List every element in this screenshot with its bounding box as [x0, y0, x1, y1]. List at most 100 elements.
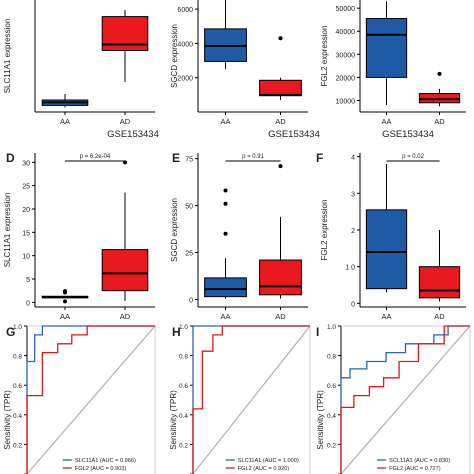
box-aa	[365, 209, 408, 290]
x-tick-label: AA	[60, 117, 70, 126]
chance-diagonal	[192, 325, 311, 474]
outlier-point	[223, 188, 228, 193]
roc-curve-red	[192, 325, 310, 474]
roc-curve-blue	[340, 325, 470, 474]
y-tick-label: 50000	[336, 6, 356, 13]
y-tick-label: 0.2	[327, 442, 336, 449]
panel-letter: H	[172, 325, 181, 339]
y-tick-label: 10	[22, 254, 30, 261]
legend-label: SLC11A1 (AUC = 0.966)	[75, 458, 136, 464]
legend-label: FGL2 (AUC = 0.903)	[75, 466, 127, 472]
y-tick-label: 20	[22, 207, 30, 214]
outlier-point	[223, 201, 228, 206]
y-axis-label: Sensitivity (TPR)	[169, 390, 178, 450]
panel-letter: F	[316, 151, 323, 165]
x-tick-label: AD	[120, 117, 131, 126]
y-axis-label: SGCD expression	[170, 24, 179, 88]
chart-panel-h: 0.2 0.4 0.6 0.8 1.0 Sensitivity (TPR) SLC11A1 …	[169, 324, 311, 474]
legend-label: SLC11A1 (AUC = 1.000)	[238, 458, 299, 464]
p-value-annotation: p = 0.91	[242, 154, 265, 160]
y-tick-label: 0	[26, 300, 30, 307]
chart-panel-3: 10000 20000 30000 40000 50000 FGL2 expression…	[320, 0, 466, 140]
dataset-label: GSE153434	[268, 129, 320, 140]
outlier-point	[278, 164, 283, 169]
y-axis-label: SLC11A1 expression	[3, 193, 12, 268]
y-tick-label: 4000	[177, 41, 193, 48]
y-tick-label: 25	[22, 184, 30, 191]
dataset-label: GSE153434	[107, 129, 159, 140]
y-tick-label: 0.6	[13, 383, 22, 390]
y-axis-label: Sensitivity (TPR)	[316, 390, 325, 450]
y-axis-label: FGL2 expression	[320, 200, 329, 261]
y-tick-label: 15	[22, 230, 30, 237]
y-tick-label: 20000	[336, 75, 356, 82]
y-tick-label: 1.0	[13, 324, 22, 331]
y-tick-label: 0.4	[327, 413, 336, 420]
roc-curve-red	[340, 325, 470, 474]
box-aa	[204, 277, 247, 298]
box-ad	[259, 259, 302, 296]
y-tick-label: 0.8	[179, 354, 188, 361]
y-tick-label: 6000	[177, 7, 193, 14]
y-tick-label: 5	[26, 277, 30, 284]
panel-letter: E	[172, 151, 180, 165]
x-tick-label: AD	[434, 117, 445, 126]
x-tick-label: AD	[120, 312, 131, 321]
chance-diagonal	[26, 325, 156, 474]
y-tick-label: 30000	[336, 52, 356, 59]
y-tick-label: 75	[185, 157, 193, 164]
chart-panel-d: 0 5 10 15 20 25 30 SLC11A1 expression AA AD p = 6.…	[3, 151, 155, 321]
y-tick-label: 0.4	[179, 413, 188, 420]
x-tick-label: AD	[275, 117, 286, 126]
roc-curve-red	[26, 325, 155, 474]
y-tick-label: 1.0	[179, 324, 188, 331]
box-ad	[418, 93, 461, 104]
y-tick-label: 2	[351, 228, 355, 235]
chart-panel-f: 0 1.0 2 3 4 FGL2 expression AA AD p = 0.02 F	[316, 151, 466, 321]
chance-diagonal	[340, 325, 471, 474]
chart-panel-2: 2000 4000 6000 SGCD expression AA AD GSE153434	[170, 0, 320, 140]
y-tick-label: 0	[351, 301, 355, 308]
outlier-point	[278, 36, 283, 41]
chart-panel-i: 0.2 0.4 0.6 0.8 1.0 Sensitivity (TPR) SCL11A1 …	[316, 324, 471, 474]
y-axis-label: SLC11A1 expression	[3, 19, 12, 94]
y-tick-label: 1.0	[345, 265, 355, 272]
y-tick-label: 1.0	[327, 324, 336, 331]
x-tick-label: AA	[60, 312, 70, 321]
y-tick-label: 0.4	[13, 413, 22, 420]
y-tick-label: 10000	[336, 98, 356, 105]
chart-panel-1: SLC11A1 expression AA AD GSE153434	[3, 0, 159, 140]
legend-label: FGL2 (AUC = 0.920)	[238, 466, 290, 472]
dataset-label: GSE153434	[382, 129, 434, 140]
box-ad	[259, 79, 302, 97]
box-aa	[365, 18, 408, 78]
y-tick-label: 0	[189, 297, 193, 304]
p-value-annotation: p = 0.02	[402, 154, 425, 160]
y-tick-label: 0.2	[13, 442, 22, 449]
y-tick-label: 30	[22, 160, 30, 167]
y-tick-label: 0.6	[179, 383, 188, 390]
legend-label: FGL2 (AUC = 0.727)	[389, 466, 441, 472]
chart-panel-g: 0.2 0.4 0.6 0.8 1.0 Sensitivity (TPR) SLC11A1 …	[3, 324, 156, 474]
x-tick-label: AA	[220, 117, 230, 126]
x-tick-label: AD	[275, 312, 286, 321]
outlier-point	[63, 289, 67, 294]
x-tick-label: AA	[381, 117, 391, 126]
outlier-point	[437, 71, 442, 76]
p-value-annotation: p = 6.2e-04	[80, 154, 111, 160]
y-tick-label: 0.8	[13, 354, 22, 361]
y-tick-label: 3	[351, 191, 355, 198]
y-axis-label: SGCD expression	[170, 198, 179, 262]
x-tick-label: AD	[434, 312, 445, 321]
y-tick-label: 0.2	[179, 442, 188, 449]
x-tick-label: AA	[220, 312, 230, 321]
y-tick-label: 2000	[177, 76, 193, 83]
x-tick-label: AA	[381, 312, 391, 321]
y-tick-label: 50	[185, 204, 193, 211]
panel-letter: G	[6, 325, 15, 339]
y-tick-label: 0.8	[327, 354, 336, 361]
y-axis-label: FGL2 expression	[320, 26, 329, 87]
y-tick-label: 25	[185, 251, 193, 258]
outlier-point	[63, 299, 67, 304]
